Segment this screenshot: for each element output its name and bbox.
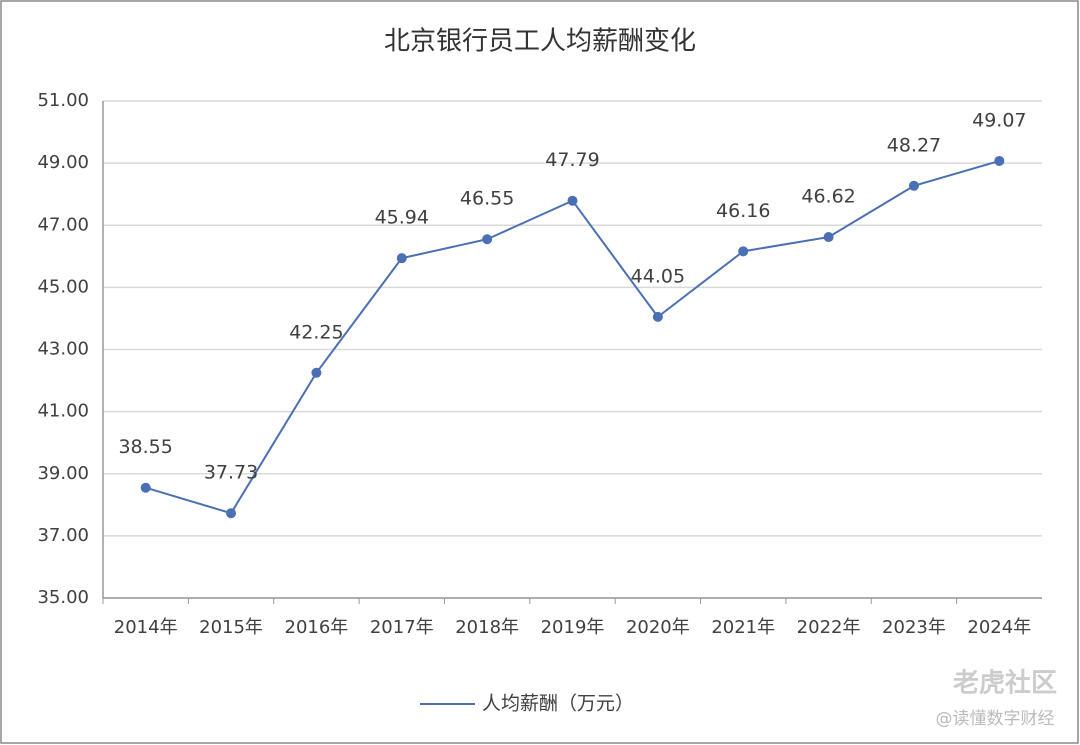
watermark: 老虎社区: [953, 668, 1057, 699]
y-tick-label: 47.00: [37, 214, 89, 235]
point: [226, 508, 237, 519]
point: [994, 155, 1005, 166]
point: [652, 311, 663, 322]
data-label: 37.73: [204, 462, 258, 484]
x-tick-label: 2021年: [711, 617, 775, 638]
data-label: 42.25: [289, 321, 343, 343]
chart-title: 北京银行员工人均薪酬变化: [384, 27, 696, 57]
y-tick-label: 41.00: [37, 401, 89, 422]
point: [482, 234, 493, 245]
data-label: 49.07: [972, 109, 1026, 131]
y-tick-label: 49.00: [37, 152, 89, 173]
data-label: 48.27: [887, 134, 941, 156]
data-label: 46.55: [460, 188, 514, 210]
watermark: @读懂数字财经: [936, 709, 1055, 729]
y-tick-label: 45.00: [37, 276, 89, 297]
y-tick-label: 43.00: [37, 339, 89, 360]
point: [140, 482, 151, 493]
x-tick-label: 2016年: [285, 617, 349, 638]
point: [567, 195, 578, 206]
x-tick-label: 2015年: [199, 617, 263, 638]
point: [738, 246, 749, 257]
x-tick-label: 2018年: [455, 617, 519, 638]
x-tick-label: 2020年: [626, 617, 690, 638]
data-label: 45.94: [375, 207, 429, 229]
y-tick-label: 39.00: [37, 463, 89, 484]
y-tick-label: 37.00: [37, 525, 89, 546]
point: [908, 180, 919, 191]
y-tick-label: 35.00: [37, 587, 89, 608]
point: [311, 367, 322, 378]
data-label: 38.55: [118, 436, 172, 458]
point: [823, 232, 834, 243]
x-tick-label: 2014年: [114, 617, 178, 638]
data-label: 44.05: [631, 265, 685, 287]
x-tick-label: 2017年: [370, 617, 434, 638]
x-tick-label: 2022年: [797, 617, 861, 638]
x-tick-label: 2024年: [967, 617, 1031, 638]
data-label: 46.16: [716, 200, 770, 222]
y-tick-label: 51.00: [37, 90, 89, 111]
data-label: 47.79: [545, 149, 599, 171]
x-tick-label: 2023年: [882, 617, 946, 638]
point: [396, 253, 407, 264]
x-tick-label: 2019年: [541, 617, 605, 638]
legend-label: 人均薪酬（万元）: [482, 693, 634, 715]
data-label: 46.62: [801, 186, 855, 208]
